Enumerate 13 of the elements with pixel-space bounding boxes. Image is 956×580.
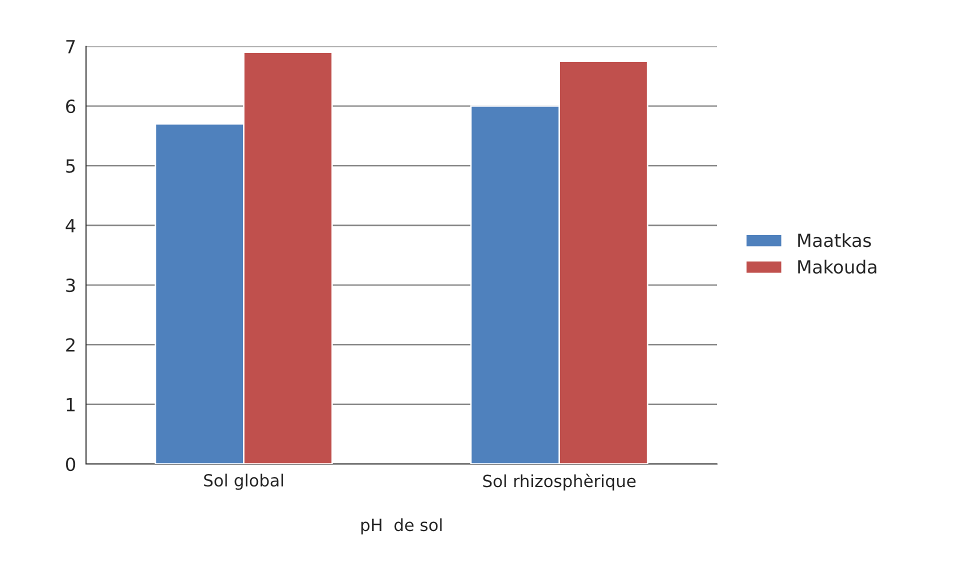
y-tick-label: 6	[66, 100, 76, 114]
y-tick-label: 0	[66, 457, 76, 472]
y-tick-label: 4	[66, 219, 76, 232]
y-tick-label: 7	[66, 40, 75, 54]
x-axis-title: pH de sol	[361, 518, 442, 534]
y-tick-label: 2	[66, 338, 75, 352]
y-tick-label: 1	[66, 398, 75, 412]
x-tick-label: Sol global	[204, 474, 283, 490]
x-tick-label: Sol rhizosphèrique	[483, 474, 636, 491]
y-tick-label: 3	[66, 278, 75, 292]
legend-label: Makouda	[798, 260, 876, 274]
y-tick-label: 5	[66, 159, 75, 173]
legend-label: Maatkas	[798, 233, 871, 248]
